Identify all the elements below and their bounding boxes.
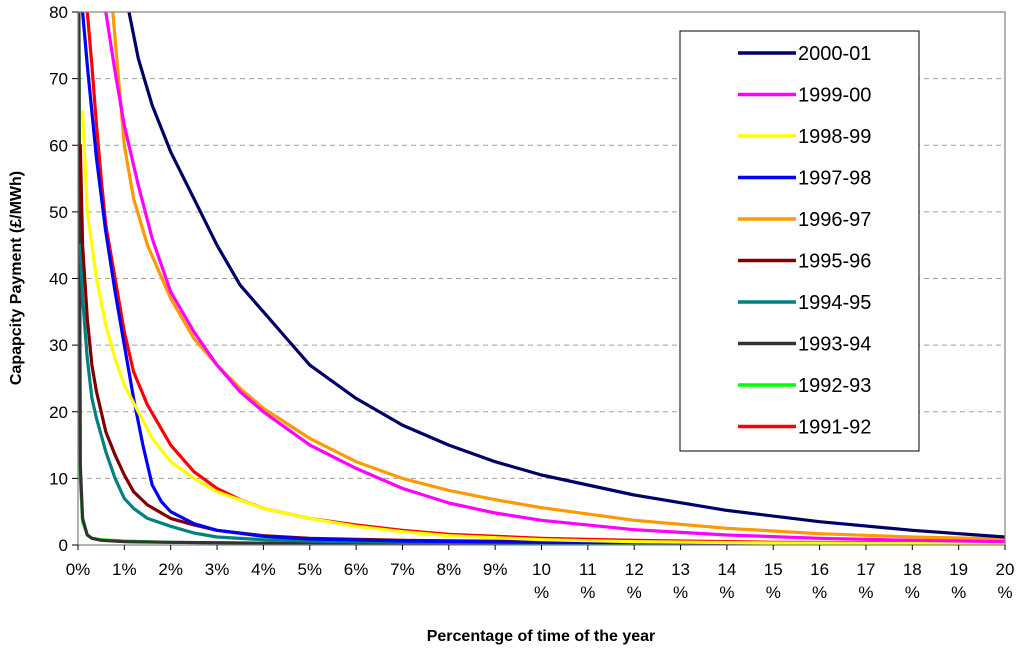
y-tick-label: 50 <box>49 203 68 222</box>
x-tick-label: 2% <box>158 560 183 579</box>
y-tick-label: 70 <box>49 70 68 89</box>
legend-label: 1993-94 <box>798 334 871 356</box>
x-tick-label: 1% <box>112 560 137 579</box>
y-tick-label: 30 <box>49 336 68 355</box>
y-tick-label: 80 <box>49 3 68 22</box>
legend-label: 1991-92 <box>798 417 871 439</box>
x-tick-label: 5% <box>297 560 322 579</box>
x-tick-label: 6% <box>344 560 369 579</box>
x-tick-label: 8% <box>437 560 462 579</box>
legend-label: 1995-96 <box>798 251 871 273</box>
x-tick-label: 4% <box>251 560 276 579</box>
legend-label: 1996-97 <box>798 209 871 231</box>
y-tick-label: 10 <box>49 469 68 488</box>
x-tick-label: 3% <box>205 560 230 579</box>
legend-label: 1994-95 <box>798 292 871 314</box>
legend-label: 1997-98 <box>798 168 871 190</box>
legend-label: 1998-99 <box>798 126 871 148</box>
y-tick-label: 20 <box>49 403 68 422</box>
legend-label: 1992-93 <box>798 375 871 397</box>
x-tick-label: 0% <box>66 560 91 579</box>
x-tick-label: 7% <box>390 560 415 579</box>
legend-label: 1999-00 <box>798 85 871 107</box>
legend: 2000-01 1999-00 1998-99 1997-98 1996-97 1995-… <box>680 31 919 451</box>
x-tick-label: 9% <box>483 560 508 579</box>
y-axis-title: Capapcity Payment (£/MWh) <box>8 171 25 385</box>
x-axis-title: Percentage of time of the year <box>427 628 656 645</box>
y-tick-label: 40 <box>49 270 68 289</box>
y-tick-label: 60 <box>49 136 68 155</box>
legend-label: 2000-01 <box>798 43 871 65</box>
y-tick-label: 0 <box>59 536 68 555</box>
